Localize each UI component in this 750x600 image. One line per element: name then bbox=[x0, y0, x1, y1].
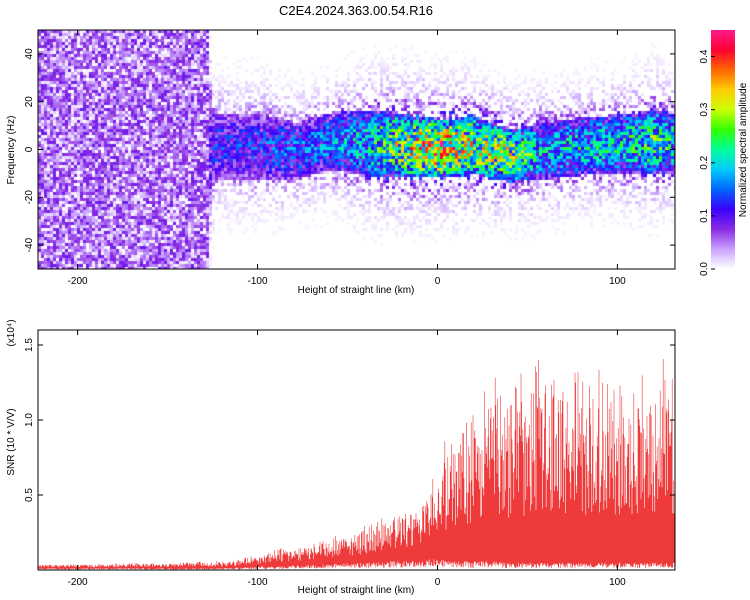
x-tick-label: 100 bbox=[609, 276, 626, 287]
colorbar-tick-label: 0.4 bbox=[699, 49, 710, 63]
snr-y-ticks: 0.5 1.0 1.5 bbox=[24, 338, 675, 502]
colorbar-tick-label: 0.3 bbox=[699, 102, 710, 116]
y-tick-label: -40 bbox=[24, 237, 35, 252]
snr-trace bbox=[37, 359, 675, 570]
figure-title: C2E4.2024.363.00.54.R16 bbox=[279, 3, 433, 18]
spectrogram-x-label: Height of straight line (km) bbox=[298, 285, 415, 296]
snr-y-multiplier: (x10⁴) bbox=[6, 319, 17, 346]
y-tick-label: -20 bbox=[24, 190, 35, 205]
colorbar-label: Normalized spectral amplitude bbox=[738, 82, 749, 217]
spectrogram-heatmap bbox=[38, 30, 675, 269]
y-tick-label: 0.5 bbox=[24, 488, 35, 502]
x-tick-label: -100 bbox=[248, 276, 268, 287]
snr-series bbox=[37, 359, 675, 570]
spectrogram-y-ticks: -40 -20 0 20 40 bbox=[24, 48, 675, 252]
y-tick-label: 40 bbox=[24, 48, 35, 60]
x-tick-label: 0 bbox=[435, 577, 441, 588]
snr-y-label: SNR (10 * V/V) bbox=[6, 408, 17, 475]
x-tick-label: -200 bbox=[68, 276, 88, 287]
colorbar-ticks: 0.0 0.1 0.2 0.3 0.4 bbox=[699, 49, 715, 276]
colorbar-tick-label: 0.2 bbox=[699, 155, 710, 169]
colorbar-tick-label: 0.1 bbox=[699, 209, 710, 223]
y-tick-label: 0 bbox=[24, 146, 35, 152]
colorbar-ramp bbox=[711, 30, 735, 269]
spectrogram-x-ticks: -200 -100 0 100 bbox=[68, 30, 626, 287]
x-tick-label: 0 bbox=[435, 276, 441, 287]
y-tick-label: 1.5 bbox=[24, 338, 35, 352]
spectrogram-y-label: Frequency (Hz) bbox=[6, 116, 17, 185]
colorbar: 0.0 0.1 0.2 0.3 0.4 Normalized spectral ampl… bbox=[699, 30, 749, 276]
x-tick-label: 100 bbox=[609, 577, 626, 588]
y-tick-label: 1.0 bbox=[24, 413, 35, 427]
x-tick-label: -200 bbox=[68, 577, 88, 588]
y-tick-label: 20 bbox=[24, 96, 35, 108]
snr-panel: -200 -100 0 100 0.5 1.0 1.5 Height of straigh… bbox=[6, 319, 676, 596]
snr-x-ticks: -200 -100 0 100 bbox=[68, 330, 626, 588]
snr-frame bbox=[37, 329, 676, 571]
snr-x-label: Height of straight line (km) bbox=[298, 585, 415, 596]
x-tick-label: -100 bbox=[248, 577, 268, 588]
colorbar-tick-label: 0.0 bbox=[699, 262, 710, 276]
